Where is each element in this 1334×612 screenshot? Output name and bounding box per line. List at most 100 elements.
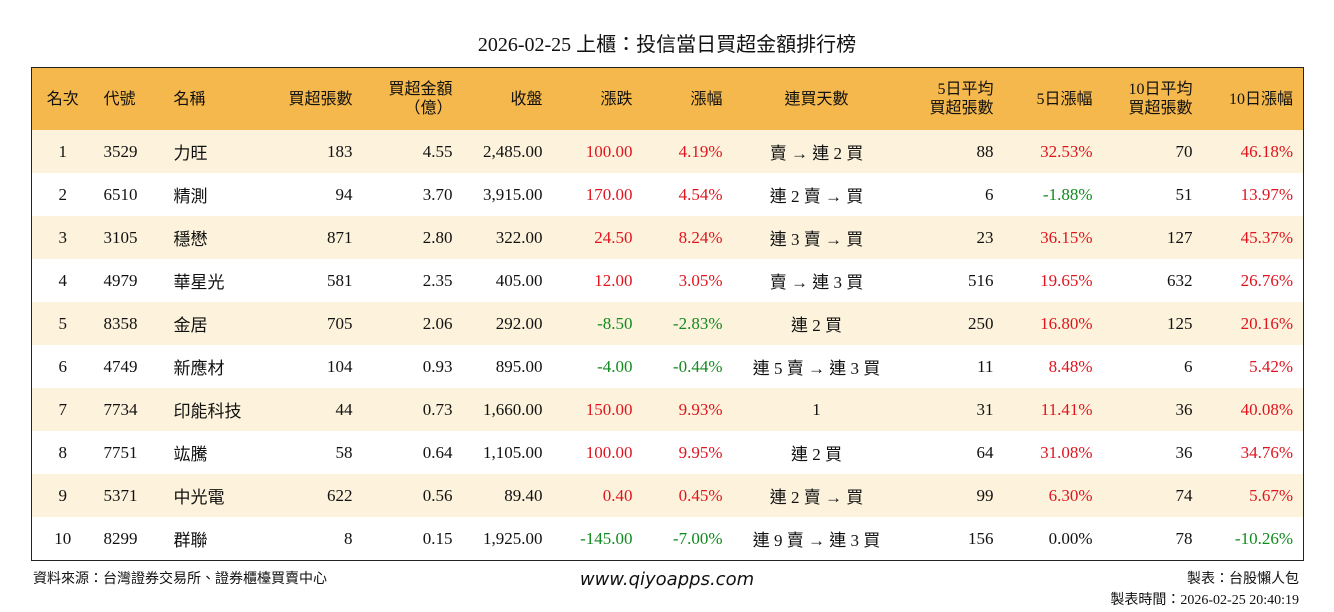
table-row: 9 5371 中光電 622 0.56 89.40 0.40 0.45% 連 2 賣 → 買 99…	[31, 474, 1304, 517]
table-cell: 64	[976, 442, 994, 462]
table-cell: 2.80	[362, 216, 463, 259]
table-cell: 100.00	[585, 442, 633, 462]
table-cell: 2	[58, 184, 68, 204]
table-cell: 10	[54, 528, 72, 548]
table-cell: 250	[900, 302, 1004, 345]
table-cell: 127	[1102, 216, 1203, 259]
table-cell: 4.55	[362, 130, 463, 173]
table-cell: 9	[31, 474, 94, 517]
title: 2026-02-25 上櫃：投信當日買超金額排行榜	[477, 34, 857, 56]
table-cell: 連 2 買	[732, 302, 901, 345]
table-cell: 89.40	[462, 474, 553, 517]
table-cell: 力旺	[163, 130, 264, 173]
table-cell: 322.00	[462, 216, 553, 259]
column-header: 10日平均 買超張數	[1102, 67, 1203, 130]
column-header: 收盤	[462, 67, 553, 130]
table-cell: 連 5 賣 → 連 3 買	[752, 359, 881, 378]
table-row: 10 8299 群聯 8 0.15 1,925.00 -145.00 -7.00% 連 9 賣 …	[32, 517, 1304, 561]
table-cell: 4.54%	[678, 184, 723, 204]
table-cell: 632	[1167, 270, 1193, 290]
table-cell: 2.06	[362, 302, 463, 345]
column-header: 連買天數	[732, 67, 901, 130]
table-cell: 7751	[103, 442, 138, 462]
table-cell: -4.00	[597, 356, 633, 376]
author: 製表：台股懶人包	[1187, 572, 1299, 587]
table-cell: 1	[31, 130, 94, 173]
table-cell: 78	[1175, 528, 1193, 548]
table-cell: 34.76%	[1240, 442, 1293, 462]
table-cell: 7	[31, 388, 94, 431]
timestamp: 製表時間：2026-02-25 20:40:19	[1110, 593, 1299, 608]
column-header: 5日平均 買超張數	[900, 67, 1004, 130]
table-cell: 70	[1102, 130, 1203, 173]
table-cell: 36	[1102, 388, 1203, 431]
table-cell: 11.41%	[1003, 388, 1103, 431]
table-cell: 2.35	[422, 270, 453, 290]
table-cell: 新應材	[173, 359, 225, 378]
column-header: 買超張數	[263, 67, 363, 130]
table-cell: 292.00	[462, 302, 553, 345]
table-cell: 12.00	[594, 270, 633, 290]
table-cell: 100.00	[552, 130, 643, 173]
table-cell: 516	[968, 270, 994, 290]
table-cell: 26.76%	[1240, 270, 1293, 290]
source: 資料來源：台灣證券交易所、證券櫃檯買賣中心	[33, 572, 327, 587]
table-cell: 6	[1184, 356, 1193, 376]
ranking-table: 名次 代號 名稱 買超張數 買超金額 （億） 收盤 漲跌 漲幅 連買天數 5日平均 買超張數 5日漲…	[31, 67, 1304, 561]
table-cell: -8.50	[552, 302, 643, 345]
table-cell: 1,925.00	[483, 528, 543, 548]
table-cell: 170.00	[585, 184, 633, 204]
table-cell: 2,485.00	[462, 130, 553, 173]
table-cell: 895.00	[495, 356, 543, 376]
table-cell: 華星光	[173, 273, 225, 292]
table-cell: 6510	[103, 184, 138, 204]
table-cell: 94	[335, 184, 353, 204]
table-row: 1 3529 力旺 183 4.55 2,485.00 100.00 4.19% 賣 → 連 2…	[31, 130, 1304, 173]
table-cell: 1,660.00	[462, 388, 553, 431]
column-header: 漲跌	[552, 67, 643, 130]
column-header: 名稱	[163, 67, 264, 130]
table-cell: 31.08%	[1040, 442, 1093, 462]
table-cell: 622	[263, 474, 363, 517]
table-cell: 871	[263, 216, 363, 259]
table-cell: 5371	[93, 474, 164, 517]
table-cell: 4749	[103, 356, 138, 376]
website: www.qiyoapps.com	[579, 569, 755, 590]
table-cell: 45.37%	[1202, 216, 1304, 259]
table-cell: 16.80%	[1003, 302, 1103, 345]
table-cell: 4979	[103, 270, 138, 290]
table-cell: 1	[732, 388, 901, 431]
table-cell: 0.45%	[642, 474, 733, 517]
table-cell: 6	[58, 356, 68, 376]
table-cell: 8358	[93, 302, 164, 345]
column-header: 漲幅	[642, 67, 733, 130]
table-cell: 連 2 賣 → 買	[769, 187, 864, 206]
table-cell: -145.00	[580, 528, 633, 548]
header-row: 名次 代號 名稱 買超張數 買超金額 （億） 收盤 漲跌 漲幅 連買天數 5日平均 買超張數 5日漲…	[31, 67, 1304, 130]
table-cell: 51	[1175, 184, 1193, 204]
table-cell: 40.08%	[1202, 388, 1304, 431]
table-cell: 104	[327, 356, 353, 376]
column-header: 名次	[31, 67, 94, 130]
table-cell: 5.67%	[1202, 474, 1304, 517]
table-cell: 8	[58, 442, 68, 462]
table-cell: -1.88%	[1042, 184, 1093, 204]
table-cell: 6	[985, 184, 994, 204]
table-cell: 0.40	[552, 474, 643, 517]
table-cell: 46.18%	[1202, 130, 1304, 173]
table-cell: 0.73	[362, 388, 463, 431]
table-cell: 32.53%	[1003, 130, 1103, 173]
table-cell: 3	[31, 216, 94, 259]
table-cell: 705	[263, 302, 363, 345]
table-cell: 金居	[163, 302, 264, 345]
table-cell: 3105	[93, 216, 164, 259]
table-body: 1 3529 力旺 183 4.55 2,485.00 100.00 4.19% 賣 → 連 2…	[31, 130, 1304, 561]
table-cell: 8299	[103, 528, 138, 548]
table-cell: 連 2 賣 → 買	[732, 474, 901, 517]
table-cell: 4	[58, 270, 68, 290]
table-cell: 3,915.00	[483, 184, 543, 204]
table-cell: 7734	[93, 388, 164, 431]
table-cell: 3.70	[422, 184, 453, 204]
column-header: 5日漲幅	[1003, 67, 1103, 130]
table-cell: 58	[335, 442, 353, 462]
